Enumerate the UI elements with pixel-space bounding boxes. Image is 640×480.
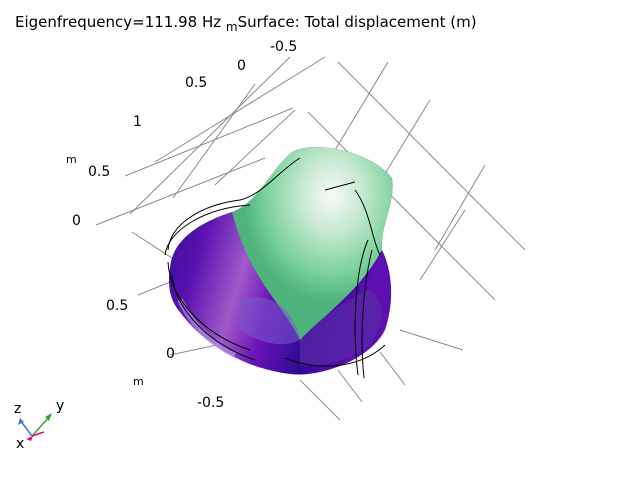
- front-unit-label: m: [133, 375, 144, 388]
- z-unit-label: m: [66, 153, 77, 166]
- tick-front-zero: 0: [166, 346, 175, 362]
- bell-deformed-surface: [169, 147, 393, 375]
- tick-z-zero: 0: [72, 213, 81, 229]
- surface-label: Surface: Total displacement (m): [237, 13, 477, 31]
- undeformed-outline: [164, 157, 386, 379]
- tick-left-one: 1: [133, 114, 142, 130]
- triad-y-axis: [31, 415, 51, 437]
- tick-left-half: 0.5: [185, 75, 208, 91]
- tick-front-half: 0.5: [106, 298, 129, 314]
- orientation-triad: z y x: [10, 398, 70, 453]
- plot-title: Eigenfrequency=111.98 Hz mSurface: Total…: [15, 13, 477, 34]
- tick-top-zero: 0: [237, 58, 246, 74]
- title-unit-label: m: [225, 20, 238, 34]
- tick-top-neg-half: -0.5: [270, 39, 298, 55]
- tick-front-neg-half: -0.5: [197, 395, 225, 411]
- bell-crown: [232, 147, 393, 340]
- triad-x-axis: [31, 431, 45, 437]
- triad-z-label: z: [14, 401, 22, 417]
- tick-z-half: 0.5: [88, 164, 111, 180]
- triad-y-label: y: [56, 398, 65, 414]
- eigenfrequency-label: Eigenfrequency=111.98 Hz: [15, 13, 222, 31]
- triad-x-label: x: [16, 436, 25, 452]
